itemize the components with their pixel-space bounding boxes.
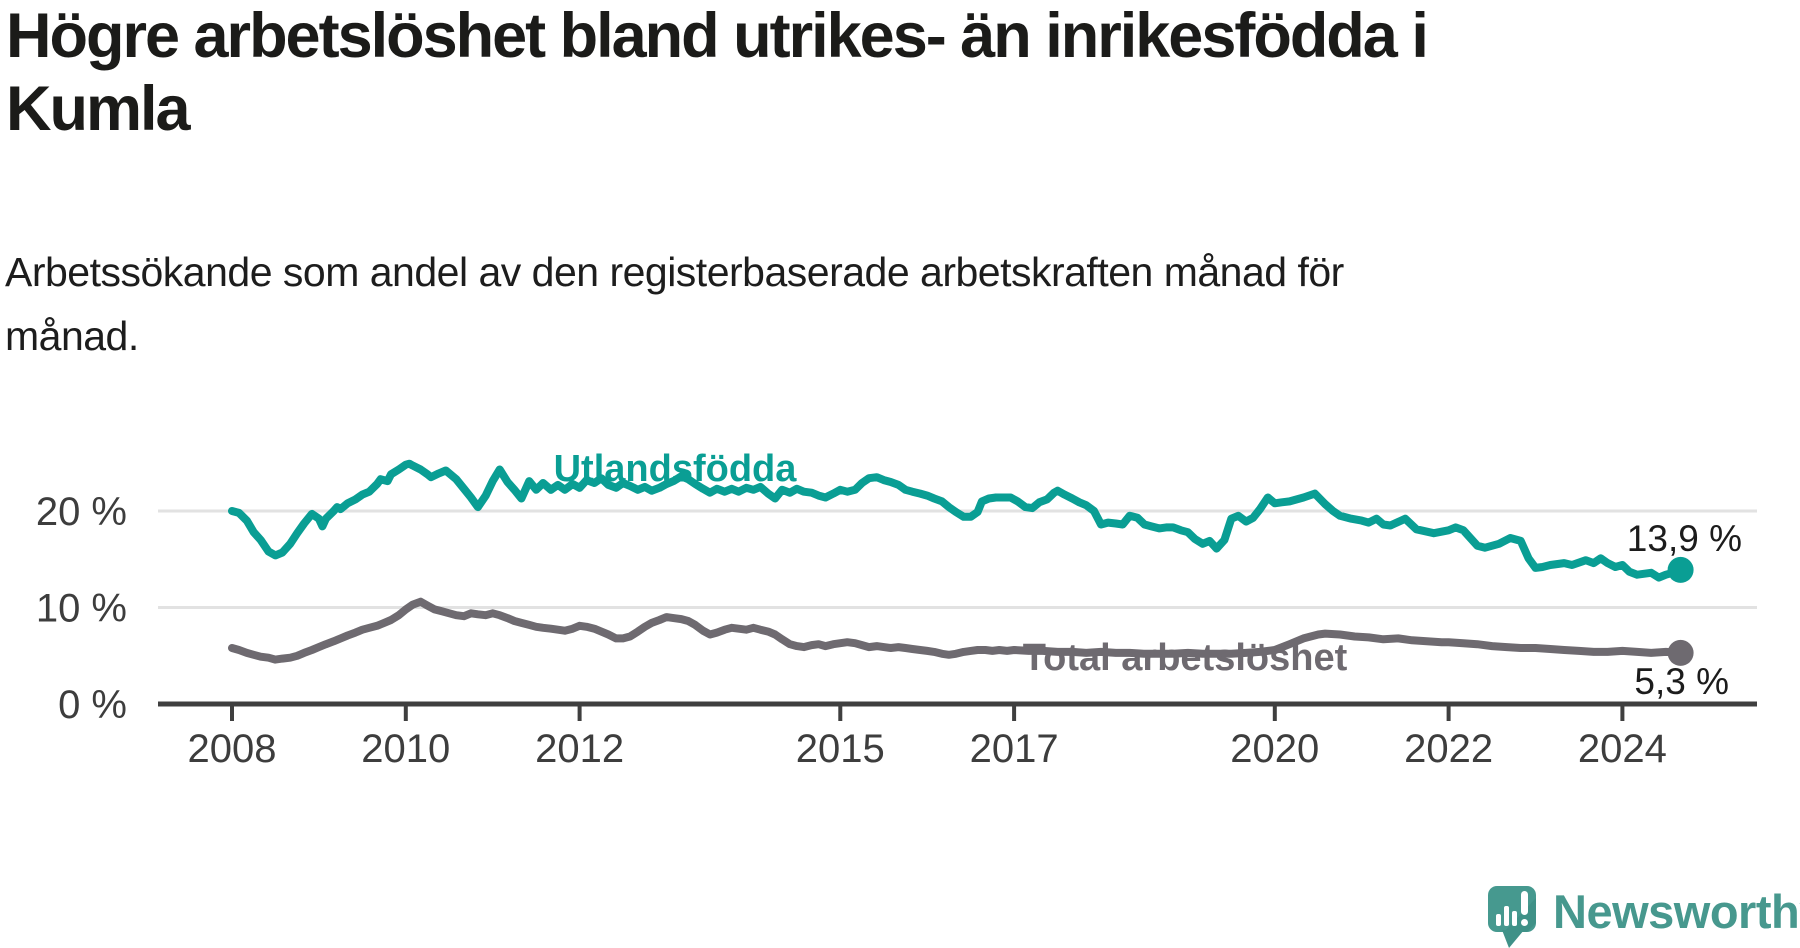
newsworthy-logo: Newsworthy [1488,886,1800,948]
logo-bar-3 [1512,911,1517,926]
x-axis-label-2022: 2022 [1404,727,1493,771]
page-title: Högre arbetslöshet bland utrikes- än inr… [6,0,1429,146]
x-axis-label-2017: 2017 [970,727,1059,771]
logo-exclamation-bar [1521,891,1528,915]
series-label-total-arbetsloshet: Total arbetslöshet [1023,637,1348,679]
x-axis-label-2008: 2008 [188,727,277,771]
x-axis-label-2015: 2015 [796,727,885,771]
logo-bar-1 [1496,914,1501,926]
newsworthy-logo-text: Newsworthy [1553,885,1800,938]
logo-exclamation-dot [1521,919,1528,926]
end-value-label-total-arbetsloshet: 5,3 % [1634,661,1729,702]
subtitle-line-2: månad. [5,313,139,359]
chart-subtitle: Arbetssökande som andel av den registerb… [5,240,1344,368]
subtitle-line-1: Arbetssökande som andel av den registerb… [5,249,1344,295]
series-line-total-arbetsloshet [228,597,1685,664]
x-axis-label-2012: 2012 [535,727,624,771]
end-value-label-utlandsfodda: 13,9 % [1627,518,1742,559]
y-axis-label-20: 20 % [36,490,127,534]
newsworthy-logo-icon [1488,886,1536,948]
title-line-1: Högre arbetslöshet bland utrikes- än inr… [6,1,1429,71]
series-end-dot-utlandsfodda [1667,556,1694,583]
series-end-dot-total-arbetsloshet [1667,639,1694,666]
series-label-utlandsfodda: Utlandsfödda [554,448,798,490]
logo-bubble-tail [1502,930,1524,948]
x-axis-label-2010: 2010 [361,727,450,771]
y-axis-label-0: 0 % [58,683,127,727]
series-layer [228,459,1694,666]
x-axis-label-2024: 2024 [1578,727,1667,771]
series-line-utlandsfodda [228,459,1685,582]
logo-bar-2 [1504,906,1509,926]
y-axis-label-10: 10 % [36,587,127,631]
title-line-2: Kumla [6,74,191,144]
x-axis-label-2020: 2020 [1230,727,1319,771]
